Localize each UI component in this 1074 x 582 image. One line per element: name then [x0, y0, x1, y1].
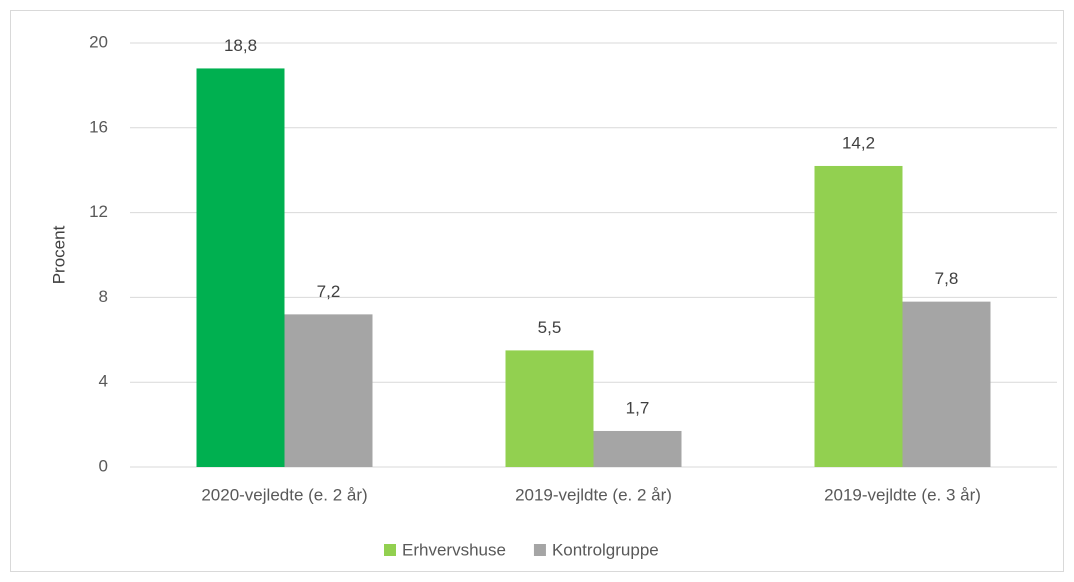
data-label: 5,5: [538, 318, 562, 337]
data-label: 14,2: [842, 133, 875, 152]
y-tick-label: 20: [89, 32, 108, 51]
legend-label: Erhvervshuse: [402, 540, 506, 559]
y-tick-label: 12: [89, 202, 108, 221]
y-tick-label: 4: [99, 372, 108, 391]
chart-border: [10, 10, 1064, 572]
x-tick-label: 2019-vejldte (e. 3 år): [824, 485, 981, 504]
y-axis-label: Procent: [49, 225, 68, 284]
data-label: 7,2: [317, 282, 341, 301]
bar: [902, 301, 991, 467]
bar: [593, 430, 682, 467]
bar: [196, 68, 285, 467]
x-tick-label: 2019-vejldte (e. 2 år): [515, 485, 672, 504]
data-label: 18,8: [224, 36, 257, 55]
legend-swatch: [384, 544, 396, 556]
y-tick-label: 0: [99, 456, 108, 475]
bar: [814, 165, 903, 467]
legend-swatch: [533, 544, 546, 556]
bar: [284, 314, 373, 467]
data-label: 1,7: [626, 398, 650, 417]
y-tick-label: 8: [99, 287, 108, 306]
legend-label: Kontrolgruppe: [552, 540, 659, 559]
data-label: 7,8: [935, 269, 959, 288]
bar: [505, 350, 594, 467]
x-tick-label: 2020-vejledte (e. 2 år): [201, 485, 367, 504]
y-tick-label: 16: [89, 117, 108, 136]
